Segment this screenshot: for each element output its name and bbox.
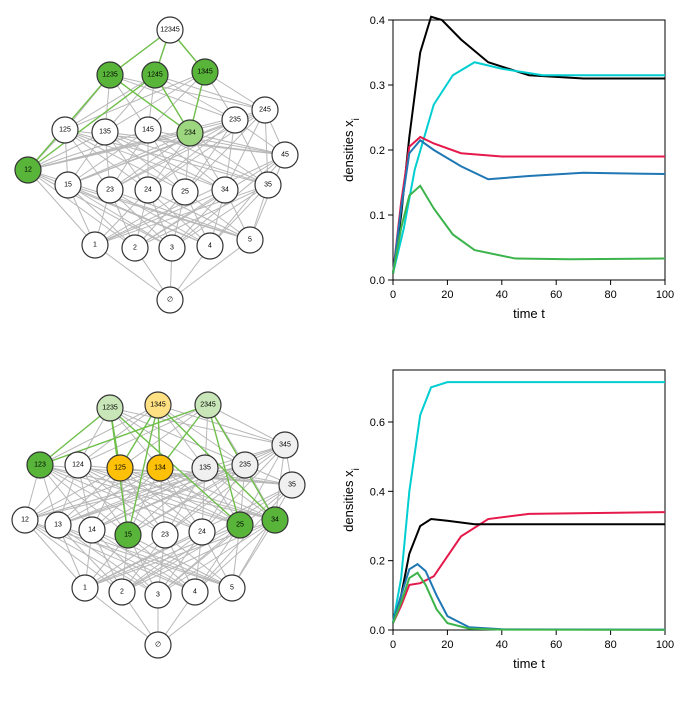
ytick-label: 0.4 bbox=[370, 15, 385, 27]
series-green bbox=[393, 186, 665, 274]
node-label-24: 24 bbox=[198, 529, 206, 536]
node-label-4: 4 bbox=[193, 589, 197, 596]
edge bbox=[110, 75, 235, 120]
xtick-label: 20 bbox=[441, 639, 453, 651]
xtick-label: 100 bbox=[656, 289, 674, 301]
xtick-label: 40 bbox=[496, 639, 508, 651]
node-label-2: 2 bbox=[120, 589, 124, 596]
node-label-125: 125 bbox=[59, 127, 71, 134]
node-label-23: 23 bbox=[161, 532, 169, 539]
node-label-135: 135 bbox=[199, 465, 211, 472]
edge bbox=[158, 405, 285, 445]
node-label-45: 45 bbox=[281, 152, 289, 159]
node-label-14: 14 bbox=[88, 527, 96, 534]
series-green bbox=[393, 573, 665, 630]
chart-top-panel: 0 20 40 60 80 100 0.0 0.1 0.2 0.3 0.4 time t densiti… bbox=[335, 10, 675, 340]
network-top-panel: 1234512351245134512513514523423524545121… bbox=[10, 10, 330, 340]
figure-grid: 1234512351245134512513514523423524545121… bbox=[10, 10, 675, 690]
node-label-235: 235 bbox=[239, 462, 251, 469]
node-label-empty: ∅ bbox=[167, 297, 173, 304]
node-label-1: 1 bbox=[93, 242, 97, 249]
node-label-1345: 1345 bbox=[197, 69, 213, 76]
node-label-3: 3 bbox=[156, 592, 160, 599]
node-label-12: 12 bbox=[24, 167, 32, 174]
node-label-234: 234 bbox=[184, 130, 196, 137]
xtick-label: 80 bbox=[604, 639, 616, 651]
node-label-12345: 12345 bbox=[160, 27, 180, 34]
node-label-134: 134 bbox=[154, 465, 166, 472]
node-label-3: 3 bbox=[170, 245, 174, 252]
node-label-245: 245 bbox=[259, 107, 271, 114]
node-label-5: 5 bbox=[230, 585, 234, 592]
y-axis-label: densities xi bbox=[341, 118, 362, 182]
xtick-label: 40 bbox=[496, 289, 508, 301]
xtick-label: 60 bbox=[550, 639, 562, 651]
series-black bbox=[393, 519, 665, 623]
node-label-15: 15 bbox=[124, 532, 132, 539]
ytick-label: 0.0 bbox=[370, 275, 385, 287]
y-axis-label: densities xi bbox=[341, 468, 362, 532]
chart-bottom-panel: 0 20 40 60 80 100 0.0 0.2 0.4 0.6 time t densities … bbox=[335, 360, 675, 690]
xtick-label: 60 bbox=[550, 289, 562, 301]
x-axis-label: time t bbox=[513, 656, 545, 671]
node-label-124: 124 bbox=[72, 462, 84, 469]
ytick-label: 0.0 bbox=[370, 625, 385, 637]
series-cyan bbox=[393, 62, 665, 273]
x-axis-label: time t bbox=[513, 306, 545, 321]
edge bbox=[110, 120, 235, 190]
node-label-13: 13 bbox=[54, 522, 62, 529]
network-bottom-svg: 1235134523453451231241251341352353512131… bbox=[10, 360, 330, 670]
node-label-25: 25 bbox=[181, 189, 189, 196]
ytick-label: 0.2 bbox=[370, 556, 385, 568]
node-label-135: 135 bbox=[99, 129, 111, 136]
chart-bottom-svg: 0 20 40 60 80 100 0.0 0.2 0.4 0.6 time t densities … bbox=[335, 360, 675, 680]
node-label-1: 1 bbox=[83, 585, 87, 592]
node-label-24: 24 bbox=[144, 187, 152, 194]
node-label-123: 123 bbox=[34, 462, 46, 469]
xtick-label: 0 bbox=[390, 639, 396, 651]
node-label-1235: 1235 bbox=[102, 72, 118, 79]
xtick-label: 0 bbox=[390, 289, 396, 301]
node-label-23: 23 bbox=[106, 187, 114, 194]
node-label-145: 145 bbox=[142, 127, 154, 134]
node-label-15: 15 bbox=[64, 182, 72, 189]
series-blue bbox=[393, 564, 665, 630]
node-label-1245: 1245 bbox=[147, 72, 163, 79]
node-label-1345: 1345 bbox=[150, 402, 166, 409]
ytick-label: 0.3 bbox=[370, 80, 385, 92]
node-label-2345: 2345 bbox=[200, 402, 216, 409]
series-red bbox=[393, 512, 665, 623]
chart-top-svg: 0 20 40 60 80 100 0.0 0.1 0.2 0.3 0.4 time t densiti… bbox=[335, 10, 675, 330]
ytick-label: 0.1 bbox=[370, 210, 385, 222]
node-label-34: 34 bbox=[271, 517, 279, 524]
node-label-5: 5 bbox=[248, 237, 252, 244]
node-label-35: 35 bbox=[264, 182, 272, 189]
node-label-1235: 1235 bbox=[102, 405, 118, 412]
node-label-235: 235 bbox=[229, 117, 241, 124]
node-label-2: 2 bbox=[133, 245, 137, 252]
network-bottom-panel: 1235134523453451231241251341352353512131… bbox=[10, 360, 330, 690]
ytick-label: 0.2 bbox=[370, 145, 385, 157]
ytick-label: 0.4 bbox=[370, 486, 385, 498]
series-red bbox=[393, 137, 665, 274]
node-label-34: 34 bbox=[221, 187, 229, 194]
node-label-345: 345 bbox=[279, 442, 291, 449]
node-label-25: 25 bbox=[236, 522, 244, 529]
network-top-svg: 1234512351245134512513514523423524545121… bbox=[10, 10, 330, 320]
node-label-125: 125 bbox=[114, 465, 126, 472]
xtick-label: 100 bbox=[656, 639, 674, 651]
xtick-label: 80 bbox=[604, 289, 616, 301]
xtick-label: 20 bbox=[441, 289, 453, 301]
ytick-label: 0.6 bbox=[370, 417, 385, 429]
node-label-12: 12 bbox=[21, 517, 29, 524]
series-black bbox=[393, 17, 665, 274]
node-label-4: 4 bbox=[208, 243, 212, 250]
node-label-empty: ∅ bbox=[155, 642, 161, 649]
node-label-35: 35 bbox=[288, 482, 296, 489]
